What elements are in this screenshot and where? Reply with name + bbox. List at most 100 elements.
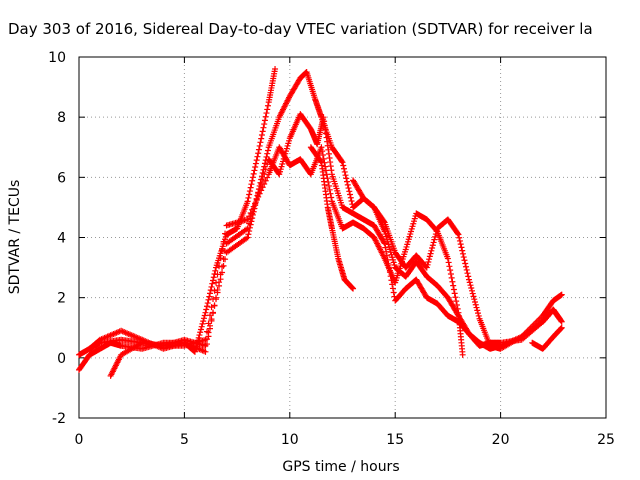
data-point — [264, 106, 271, 113]
data-point — [389, 281, 396, 288]
data-point — [460, 254, 467, 261]
data-point — [431, 236, 438, 243]
data-point — [262, 113, 269, 120]
data-point — [252, 200, 259, 207]
data-point — [261, 121, 268, 128]
data-layer — [76, 66, 565, 379]
data-point — [456, 234, 463, 241]
data-point — [259, 184, 266, 191]
data-point — [260, 124, 267, 131]
data-point — [200, 318, 207, 325]
data-point — [207, 287, 214, 294]
data-point — [557, 326, 564, 333]
data-point — [211, 302, 218, 309]
data-point — [210, 277, 217, 284]
data-point — [429, 245, 436, 252]
data-point — [208, 317, 215, 324]
data-point — [250, 170, 257, 177]
data-point — [423, 264, 430, 271]
data-point — [208, 283, 215, 290]
data-point — [272, 66, 279, 73]
data-point — [222, 248, 229, 255]
data-point — [245, 194, 252, 201]
data-point — [253, 197, 260, 204]
data-point — [338, 158, 345, 165]
data-point — [246, 188, 253, 195]
data-point — [381, 240, 388, 247]
y-axis-label: SDTVAR / TECUs — [7, 180, 23, 295]
data-point — [261, 180, 268, 187]
data-point — [320, 114, 327, 121]
grid-layer — [79, 57, 606, 418]
data-point — [449, 278, 456, 285]
data-point — [319, 151, 326, 158]
data-point — [323, 171, 330, 178]
data-point — [262, 166, 269, 173]
data-point — [264, 161, 271, 168]
data-point — [472, 301, 479, 308]
data-point — [245, 231, 252, 238]
data-point — [380, 218, 387, 225]
data-point — [345, 185, 352, 192]
data-point — [261, 117, 268, 124]
data-point — [463, 266, 470, 273]
data-point — [468, 284, 475, 291]
data-point — [327, 190, 334, 197]
data-point — [213, 294, 220, 301]
data-point — [341, 168, 348, 175]
data-point — [249, 206, 256, 213]
data-point — [459, 250, 466, 257]
data-point — [258, 135, 265, 142]
data-point — [259, 128, 266, 135]
data-point — [462, 263, 469, 270]
y-tick-label: -2 — [52, 411, 66, 427]
x-tick-label: 0 — [75, 432, 84, 448]
data-point — [206, 290, 213, 297]
data-point — [432, 231, 439, 238]
data-point — [322, 167, 329, 174]
data-point — [264, 150, 271, 157]
x-tick-label: 5 — [180, 432, 189, 448]
data-point — [344, 181, 351, 188]
data-point — [348, 284, 355, 291]
data-point — [347, 194, 354, 201]
data-point — [444, 255, 451, 262]
data-point — [264, 174, 271, 181]
y-tick-label: 10 — [48, 50, 66, 66]
data-point — [428, 247, 435, 254]
tick-layer: 0 5 10 15 20 25 -2 0 2 4 6 8 10 — [48, 50, 615, 448]
data-point — [389, 285, 396, 292]
data-point — [558, 324, 565, 331]
data-point — [339, 159, 346, 166]
data-point — [475, 310, 482, 317]
data-point — [347, 191, 354, 198]
data-point — [321, 118, 328, 125]
x-axis-label: GPS time / hours — [282, 459, 399, 475]
data-point — [317, 158, 324, 165]
data-point — [203, 328, 210, 335]
data-point — [466, 279, 473, 286]
data-point — [324, 142, 331, 149]
data-point — [256, 190, 263, 197]
data-point — [244, 198, 251, 205]
x-tick-label: 25 — [597, 432, 615, 448]
data-point — [263, 110, 270, 117]
data-point — [217, 255, 224, 262]
data-point — [202, 336, 209, 343]
data-point — [250, 203, 257, 210]
data-point — [222, 230, 229, 237]
data-point — [318, 144, 325, 151]
data-point — [198, 323, 205, 330]
data-point — [197, 329, 204, 336]
data-point — [558, 325, 565, 332]
data-point — [262, 177, 269, 184]
data-point — [455, 231, 462, 238]
data-point — [342, 172, 349, 179]
data-point — [429, 242, 436, 249]
data-point — [326, 186, 333, 193]
y-tick-label: 2 — [57, 291, 66, 307]
data-point — [206, 325, 213, 332]
data-point — [246, 191, 253, 198]
series-arc-5 — [350, 177, 565, 352]
data-point — [255, 150, 262, 157]
